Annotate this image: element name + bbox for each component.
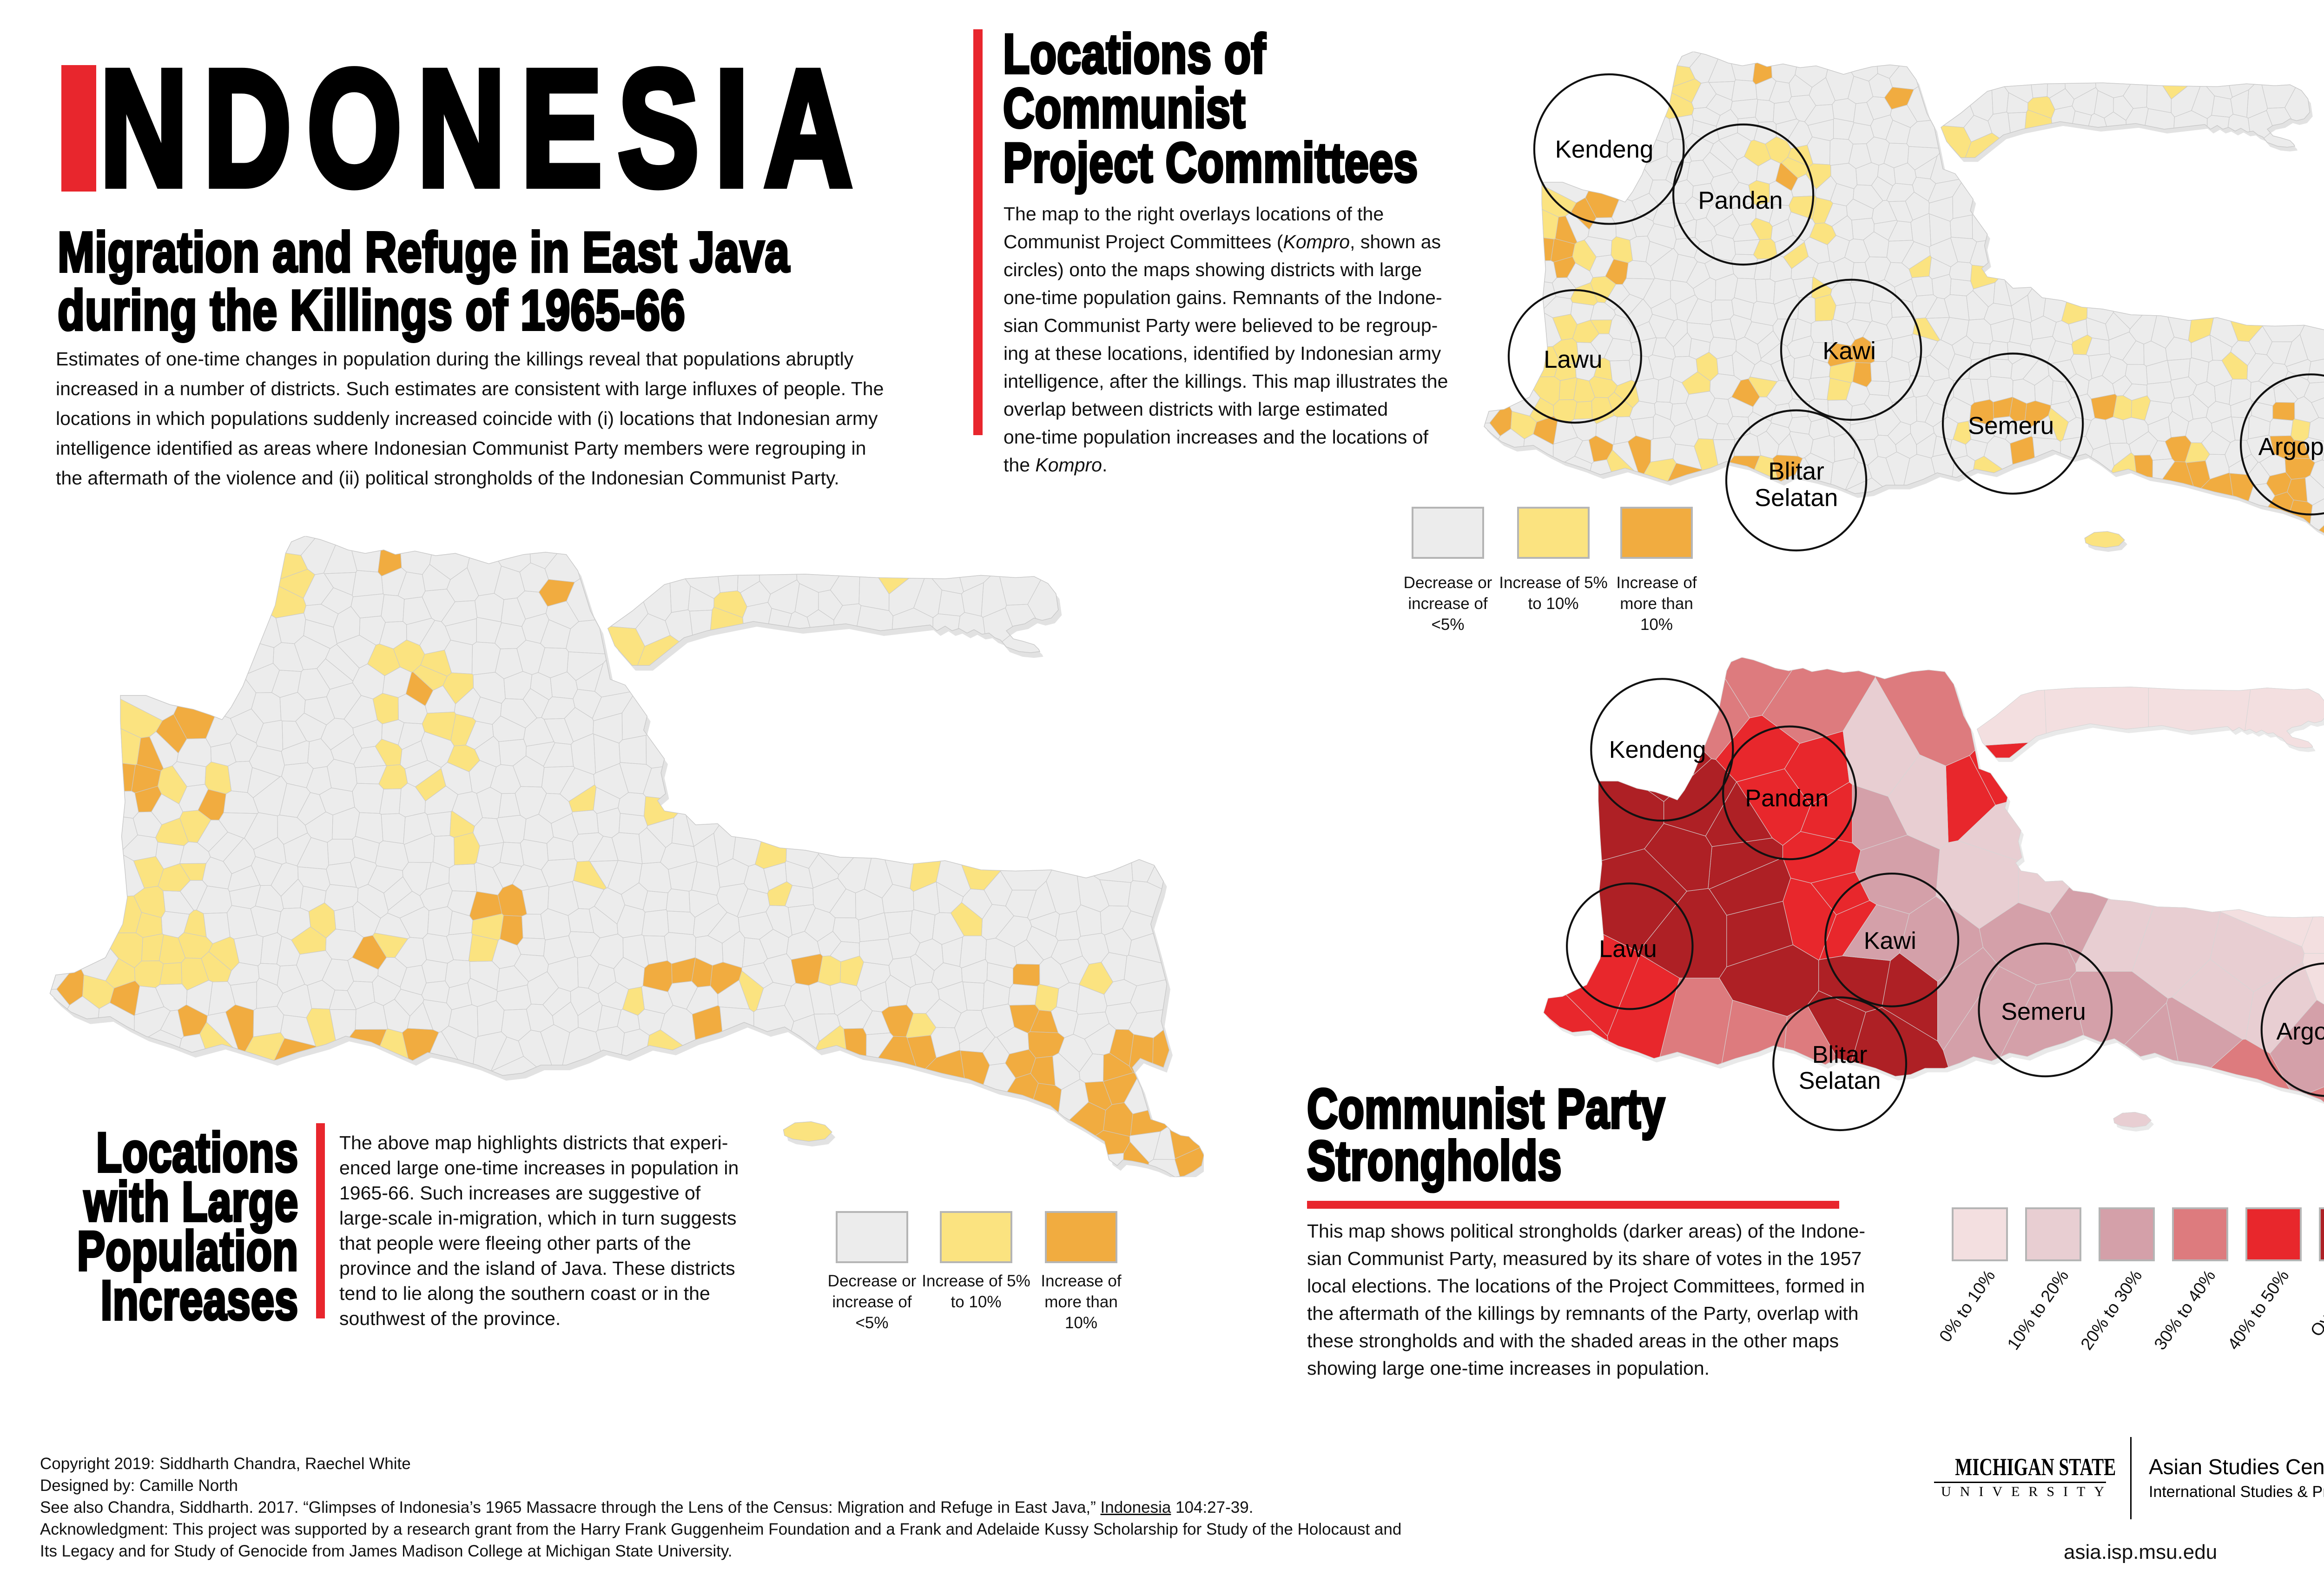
svg-text:Lawu: Lawu xyxy=(1599,936,1657,963)
svg-text:Selatan: Selatan xyxy=(1755,484,1838,511)
svg-text:Argopuro: Argopuro xyxy=(2258,433,2324,460)
svg-text:Blitar: Blitar xyxy=(1768,457,1824,485)
svg-text:Blitar: Blitar xyxy=(1812,1041,1868,1068)
svg-text:Kendeng: Kendeng xyxy=(1555,136,1654,163)
svg-text:Kawi: Kawi xyxy=(1864,927,1916,954)
svg-text:Selatan: Selatan xyxy=(1799,1067,1881,1094)
svg-text:Kendeng: Kendeng xyxy=(1609,736,1706,763)
svg-text:Pandan: Pandan xyxy=(1745,785,1829,812)
svg-text:Argopuro: Argopuro xyxy=(2277,1018,2324,1045)
svg-text:Semeru: Semeru xyxy=(1968,412,2054,440)
svg-text:Semeru: Semeru xyxy=(2001,999,2086,1026)
svg-text:Pandan: Pandan xyxy=(1698,187,1783,214)
svg-text:Lawu: Lawu xyxy=(1544,346,1602,373)
svg-text:Kawi: Kawi xyxy=(1822,338,1876,365)
